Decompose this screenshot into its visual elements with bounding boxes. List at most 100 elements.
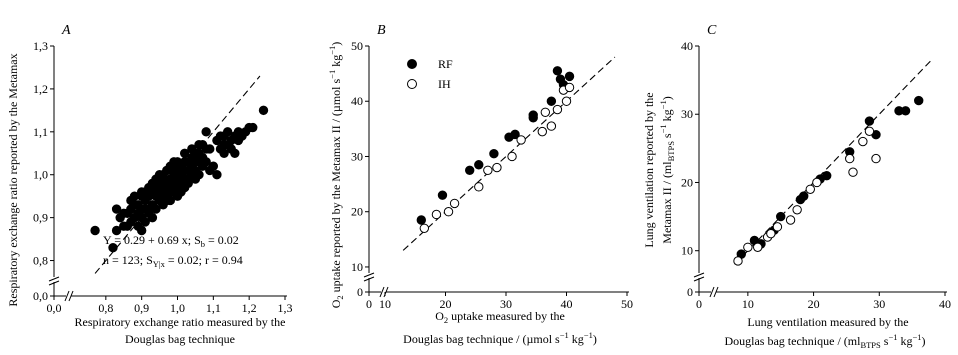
x-axis-label-part-4: ): [593, 332, 597, 346]
regression-stats-part-0: n = 123; S: [103, 253, 153, 267]
y-axis-label: Lung ventilation reported by the: [642, 92, 656, 247]
regression-stats: n = 123; SY|x = 0.02; r = 0.94: [103, 253, 243, 269]
x-axis-label-part-5: −1: [912, 332, 921, 342]
data-point: [772, 222, 783, 232]
data-point: [483, 165, 493, 175]
data-point: [212, 170, 222, 180]
x-tick-label: 0,9: [134, 301, 149, 315]
data-point: [858, 136, 868, 147]
regression-equation-part-0: Y = 0.29 + 0.69 x; S: [103, 233, 201, 247]
data-point: [564, 82, 575, 93]
y-axis-label: O2 uptake reported by the Metamax II / (…: [327, 42, 345, 309]
x-axis-break-gap: [711, 288, 716, 296]
x-axis-break-mark: [64, 290, 70, 302]
data-point: [126, 195, 136, 206]
x-tick-label: 40: [561, 297, 573, 311]
y-tick-label: 1,0: [33, 168, 48, 182]
data-point: [172, 157, 183, 167]
series-1: [733, 126, 881, 266]
y-axis-label-part-1: BTPS: [666, 141, 676, 162]
y-axis-label-part-5: −1: [327, 46, 337, 55]
x-tick-label: 50: [621, 297, 633, 311]
y-axis-label: Respiratory exchange ratio reported by t…: [6, 53, 20, 306]
y-tick-label: 10: [351, 260, 363, 274]
x-tick-label: 20: [808, 297, 820, 311]
identity-line: [734, 59, 933, 265]
data-point: [258, 105, 269, 116]
data-point: [864, 126, 875, 136]
y-axis-break-mark: [363, 272, 375, 278]
data-point: [201, 157, 211, 167]
legend-marker-ih: [407, 79, 417, 89]
x-tick-label: 30: [873, 297, 885, 311]
data-point: [537, 126, 547, 137]
data-point: [845, 153, 855, 164]
x-axis-label-part-1: −1: [560, 330, 569, 340]
x-tick-label: 1,0: [170, 301, 185, 315]
data-point: [136, 225, 147, 236]
data-point: [552, 104, 563, 115]
x-axis-label: Douglas bag technique / (µmol s−1 kg−1): [403, 330, 597, 346]
data-point: [776, 211, 786, 222]
data-point: [419, 223, 430, 233]
data-point: [871, 153, 881, 164]
data-point: [201, 127, 211, 137]
x-tick-label: 40: [939, 297, 951, 311]
data-point: [219, 148, 229, 158]
x-axis-label-part-2: uptake measured by the: [448, 309, 565, 323]
x-axis-break-gap: [381, 288, 386, 296]
data-point: [799, 191, 809, 201]
data-point: [900, 106, 911, 116]
data-point: [176, 187, 186, 197]
y-axis-label-part-4: kg: [329, 55, 343, 70]
x-axis-label-part-2: kg: [569, 332, 584, 346]
data-point: [183, 178, 193, 189]
data-point: [169, 165, 179, 176]
y-origin-tick-label: 0: [687, 285, 693, 299]
y-origin-tick-label: 0,0: [33, 289, 48, 303]
data-point: [212, 135, 222, 146]
data-point: [431, 209, 442, 220]
x-origin-tick-label: 0,0: [47, 301, 62, 315]
data-point: [443, 207, 454, 217]
x-tick-label: 0,8: [98, 301, 113, 315]
data-point: [805, 184, 815, 194]
x-origin-tick-label: 0: [696, 297, 702, 311]
data-point: [197, 139, 208, 150]
data-point: [179, 148, 190, 158]
data-point: [248, 122, 258, 133]
data-point: [552, 66, 563, 76]
data-point: [489, 149, 499, 159]
panel-letter: B: [377, 23, 386, 38]
data-point: [187, 144, 197, 154]
data-point: [510, 129, 520, 140]
data-point: [507, 151, 517, 162]
data-point: [474, 160, 484, 170]
regression-stats-part-1: Y|x: [153, 259, 166, 269]
data-point: [437, 190, 448, 200]
y-tick-label: 40: [681, 39, 693, 53]
data-point: [766, 228, 776, 239]
x-tick-label: 30: [500, 297, 512, 311]
y-axis-break-mark: [48, 280, 60, 286]
panel-c: 00 10 20 30 40 10 20 30 40 C Lung ventilation meas…: [642, 23, 951, 350]
x-tick-label: 1,3: [278, 301, 293, 315]
y-axis-label-part-6: ): [660, 96, 674, 100]
y-tick-label: 1,3: [33, 39, 48, 53]
data-point: [546, 121, 557, 131]
data-point: [158, 170, 168, 180]
x-axis-label: Lung ventilation measured by the: [747, 315, 908, 329]
x-axis-label-part-3: −1: [584, 330, 593, 340]
data-point: [108, 242, 118, 253]
data-point: [147, 212, 158, 223]
y-tick-label: 1,2: [33, 82, 48, 96]
x-axis-label-part-6: ): [922, 334, 926, 348]
series-0: [90, 105, 269, 253]
x-axis-label-part-4: kg: [897, 334, 912, 348]
regression-stats-part-2: = 0.02; r = 0.94: [165, 253, 243, 267]
series-0: [736, 95, 924, 259]
x-axis-label-part-2: s: [881, 334, 889, 348]
y-tick-label: 20: [681, 175, 693, 189]
